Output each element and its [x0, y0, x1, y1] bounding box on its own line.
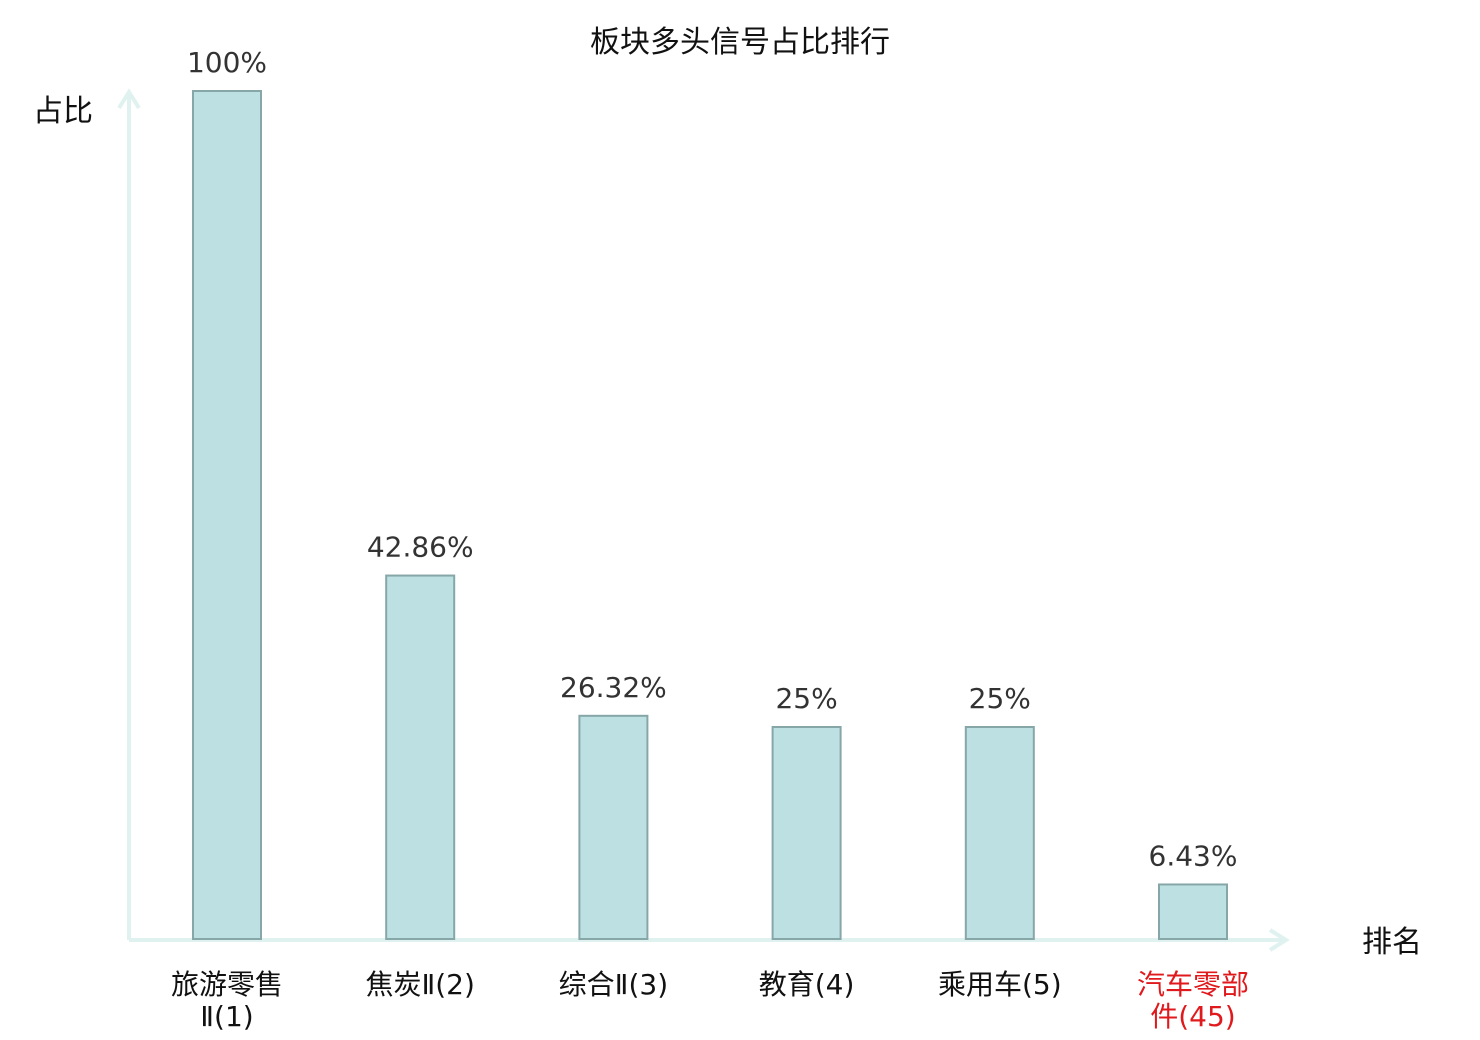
bar-1	[192, 90, 262, 940]
category-labels-group: 旅游零售 Ⅱ(1) 焦炭Ⅱ(2) 综合Ⅱ(3) 教育(4) 乘用车(5) 汽车零部件(45)	[171, 968, 1249, 1033]
chart-title: 板块多头信号占比排行	[590, 25, 890, 60]
bar-4	[771, 726, 842, 940]
x-axis-arrow	[1268, 928, 1290, 952]
value-label-2: 42.86%	[367, 531, 474, 564]
bar-5	[964, 726, 1035, 940]
value-label-5: 25%	[969, 682, 1031, 715]
bar-6	[1158, 883, 1228, 940]
value-label-6: 6.43%	[1149, 839, 1238, 872]
bar-3	[578, 714, 649, 940]
category-label-2: 焦炭Ⅱ(2)	[365, 968, 474, 1001]
x-axis-label: 排名	[1362, 925, 1422, 960]
bars-group	[192, 90, 1228, 940]
y-axis-arrow	[117, 88, 141, 110]
value-labels-group: 100% 42.86% 26.32% 25% 25% 6.43%	[187, 46, 1238, 872]
y-axis-label: 占比	[33, 94, 93, 129]
value-label-1: 100%	[187, 46, 267, 79]
category-label-3: 综合Ⅱ(3)	[559, 968, 668, 1001]
category-label-1: 旅游零售 Ⅱ(1)	[171, 968, 283, 1033]
category-label-6: 汽车零部件(45)	[1137, 968, 1249, 1033]
value-label-4: 25%	[775, 682, 837, 715]
value-label-3: 26.32%	[560, 671, 667, 704]
bar-2	[385, 574, 456, 940]
category-label-4: 教育(4)	[759, 968, 855, 1001]
category-label-5: 乘用车(5)	[938, 968, 1062, 1001]
